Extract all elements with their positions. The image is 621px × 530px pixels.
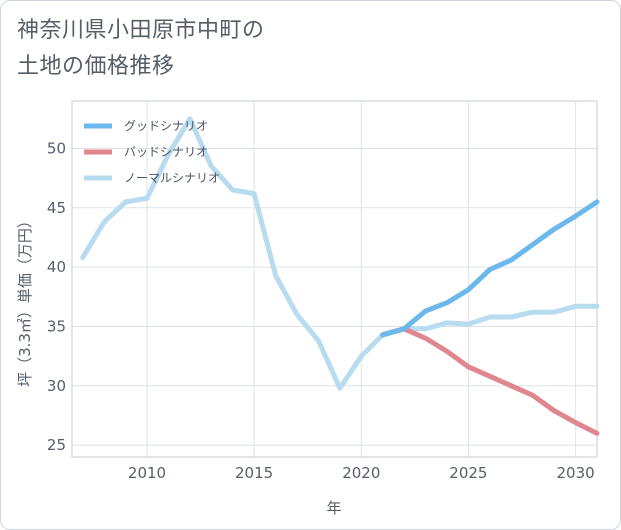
y-tick-label: 50 <box>47 140 66 158</box>
series-line-1 <box>380 326 600 436</box>
grid-lines <box>72 101 597 457</box>
y-tick-label: 30 <box>47 377 66 395</box>
series-line-2 <box>80 116 600 391</box>
y-axis-ticks: 25 30 35 40 45 50 <box>47 140 66 455</box>
x-tick-label: 2025 <box>449 464 487 482</box>
x-axis-ticks: 2010 2015 2020 2025 2030 <box>128 464 595 482</box>
legend-label-0: グッドシナリオ <box>124 119 208 133</box>
x-tick-label: 2020 <box>342 464 380 482</box>
legend-label-1: バッドシナリオ <box>124 145 208 159</box>
y-tick-label: 35 <box>47 318 66 336</box>
series-line-0 <box>380 199 600 338</box>
legend-label-2: ノーマルシナリオ <box>124 171 220 185</box>
y-tick-label: 45 <box>47 199 66 217</box>
series-lines <box>80 116 600 436</box>
x-axis-label: 年 <box>326 499 341 517</box>
chart-title-line-1: 神奈川県小田原市中町の <box>17 18 265 43</box>
x-tick-label: 2030 <box>557 464 595 482</box>
plot-area <box>71 100 598 458</box>
y-tick-label: 25 <box>47 436 66 454</box>
y-axis-label: 坪（3.3㎡）単価（万円） <box>16 213 34 387</box>
x-tick-label: 2015 <box>235 464 273 482</box>
chart-title-line-2: 土地の価格推移 <box>17 54 175 79</box>
x-tick-label: 2010 <box>128 464 166 482</box>
chart-title: 神奈川県小田原市中町の 土地の価格推移 <box>17 13 497 85</box>
y-tick-label: 40 <box>47 258 66 276</box>
